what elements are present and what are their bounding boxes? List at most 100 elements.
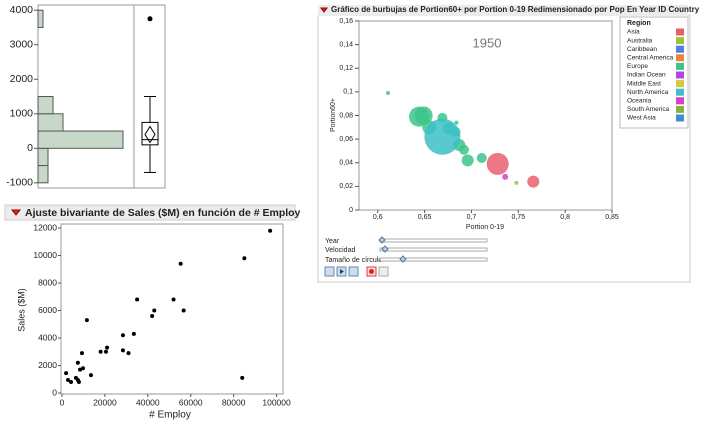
y-tick-label: 0,06 bbox=[339, 136, 353, 143]
step-back-button[interactable] bbox=[324, 266, 335, 277]
point bbox=[135, 297, 140, 302]
play-controls bbox=[324, 266, 389, 277]
slider-track[interactable] bbox=[379, 257, 488, 262]
point bbox=[120, 333, 125, 338]
y-tick-label: -1000 bbox=[6, 177, 33, 189]
point bbox=[178, 261, 183, 266]
bubble bbox=[386, 91, 391, 96]
x-tick-label: 0 bbox=[60, 397, 65, 407]
y-tick-label: 0 bbox=[52, 387, 57, 397]
menu-triangle[interactable] bbox=[10, 209, 22, 216]
legend-swatch bbox=[676, 62, 684, 70]
y-tick-label: 6000 bbox=[38, 305, 57, 315]
point bbox=[105, 345, 110, 350]
y-tick-label: 0,1 bbox=[343, 89, 353, 96]
point bbox=[81, 366, 86, 371]
legend-label: West Asia bbox=[627, 115, 656, 122]
title-bar bbox=[4, 204, 296, 221]
point bbox=[64, 371, 69, 376]
histogram-frame bbox=[37, 4, 135, 189]
point bbox=[66, 377, 71, 382]
chart-title: Gráfico de burbujas de Portion60+ por Po… bbox=[331, 5, 700, 14]
histogram-bar bbox=[37, 130, 124, 149]
x-tick-label: 60000 bbox=[179, 397, 203, 407]
point bbox=[76, 380, 81, 384]
y-tick-label: 2000 bbox=[10, 73, 34, 85]
histogram-bar bbox=[37, 9, 44, 28]
slider-thumb[interactable] bbox=[381, 245, 389, 253]
y-tick-label: 4000 bbox=[38, 332, 57, 342]
year-annotation: 1950 bbox=[473, 35, 502, 50]
x-tick-label: 0,7 bbox=[467, 214, 477, 221]
y-tick-label: 0,12 bbox=[339, 65, 353, 72]
x-tick-label: 40000 bbox=[136, 397, 160, 407]
y-tick-label: 3000 bbox=[10, 38, 34, 50]
bubble bbox=[424, 118, 461, 155]
bubble bbox=[461, 154, 474, 167]
y-tick-label: 8000 bbox=[38, 277, 57, 287]
point bbox=[181, 308, 186, 313]
legend-swatch bbox=[676, 88, 684, 96]
x-tick-label: 0,75 bbox=[511, 214, 525, 221]
point bbox=[88, 373, 93, 378]
point bbox=[78, 367, 83, 372]
point bbox=[120, 348, 125, 353]
slider-track[interactable] bbox=[379, 247, 488, 252]
y-tick-label: 0,08 bbox=[339, 112, 353, 119]
record-icon bbox=[369, 269, 374, 274]
chart-title: Ajuste bivariante de Sales ($M) en funci… bbox=[25, 207, 301, 219]
histogram-bar bbox=[37, 165, 49, 184]
point bbox=[69, 380, 74, 384]
y-tick-label: 10000 bbox=[33, 250, 57, 260]
x-tick-label: 0,8 bbox=[560, 214, 570, 221]
point bbox=[268, 228, 273, 233]
point bbox=[84, 318, 89, 323]
x-tick-label: 20000 bbox=[93, 397, 117, 407]
point bbox=[131, 331, 136, 336]
point bbox=[171, 297, 176, 302]
legend-swatch bbox=[676, 37, 684, 45]
legend-label: Caribbean bbox=[627, 46, 657, 53]
point bbox=[152, 308, 157, 313]
y-tick-label: 4000 bbox=[10, 4, 34, 16]
x-axis-label: Portion 0-19 bbox=[466, 224, 504, 231]
y-tick-label: 1000 bbox=[10, 108, 34, 120]
point bbox=[126, 351, 131, 356]
legend-swatch bbox=[676, 105, 684, 113]
slider-thumb[interactable] bbox=[378, 236, 386, 244]
point bbox=[79, 351, 84, 356]
bubble bbox=[502, 173, 509, 180]
slider-label: Velocidad bbox=[325, 247, 355, 254]
stop-button[interactable] bbox=[378, 266, 389, 277]
bubble bbox=[514, 180, 519, 185]
step-forward-button[interactable] bbox=[348, 266, 359, 277]
bubble bbox=[476, 153, 487, 164]
title-bar bbox=[318, 5, 688, 16]
point bbox=[242, 256, 247, 261]
y-tick-label: 12000 bbox=[33, 222, 57, 232]
bubble bbox=[486, 152, 509, 175]
outlier bbox=[147, 16, 153, 22]
slider-track[interactable] bbox=[379, 238, 488, 243]
y-tick-label: 0,04 bbox=[339, 160, 353, 167]
bubble bbox=[527, 175, 540, 188]
histogram-bar bbox=[37, 96, 54, 115]
legend-label: South America bbox=[627, 106, 670, 113]
point bbox=[73, 375, 78, 380]
legend-swatch bbox=[676, 54, 684, 62]
slider-thumb[interactable] bbox=[399, 255, 407, 263]
slider-label: Year bbox=[325, 238, 340, 245]
sliders bbox=[378, 236, 488, 263]
x-tick-label: 0,6 bbox=[373, 214, 383, 221]
x-tick-label: 0,85 bbox=[605, 214, 619, 221]
y-tick-label: 0,16 bbox=[339, 18, 353, 25]
point bbox=[103, 349, 108, 354]
legend-label: Middle East bbox=[627, 80, 661, 87]
legend-label: Indian Ocean bbox=[627, 72, 666, 79]
menu-triangle[interactable] bbox=[320, 7, 328, 13]
play-icon bbox=[340, 269, 344, 274]
slider-label: Tamaño de círculo bbox=[325, 257, 382, 264]
legend-label: Oceania bbox=[627, 98, 652, 105]
